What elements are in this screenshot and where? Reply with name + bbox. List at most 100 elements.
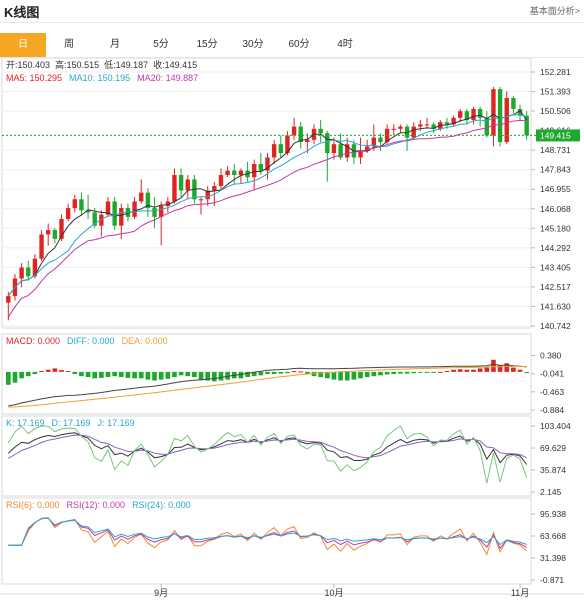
candle-body — [39, 234, 44, 259]
candle-body — [172, 175, 177, 202]
candle-body — [165, 201, 171, 206]
main-y-tick-label: 143.405 — [540, 262, 571, 272]
macd-bar — [225, 371, 230, 380]
period-tabs: 日 周 月 5分 15分 30分 60分 4时 — [0, 33, 584, 57]
candle-body — [32, 258, 38, 277]
kdj-y-tick-label: 35.874 — [540, 465, 566, 475]
candle-body — [139, 192, 144, 202]
candle-body — [112, 201, 117, 226]
candle-body — [484, 117, 489, 136]
candle-body — [391, 128, 396, 130]
tab-0[interactable]: 日 — [0, 33, 46, 57]
macd-bar — [192, 371, 197, 378]
kdj-legend: K: 17.169 D: 17.169 J: 17.169 — [6, 418, 135, 428]
candle-body — [212, 186, 217, 191]
x-tick-label: 11月 — [511, 588, 529, 598]
macd-bar — [358, 371, 363, 379]
main-y-tick-label: 146.955 — [540, 184, 571, 194]
macd-bar — [245, 371, 250, 378]
macd-bar — [424, 371, 430, 373]
last-price-label: 149.415 — [540, 130, 571, 140]
candle-body — [444, 122, 450, 125]
macd-bar — [364, 371, 370, 378]
candle-body — [338, 144, 343, 158]
candle-body — [345, 144, 350, 158]
fundamental-analysis-link[interactable]: 基本面分析> — [529, 6, 580, 16]
tab-4[interactable]: 15分 — [196, 39, 218, 50]
candle-body — [464, 111, 470, 121]
macd-bar — [138, 371, 144, 379]
header-divider — [0, 22, 584, 23]
macd-bar — [517, 369, 523, 372]
rsi-y-tick-label: -0.871 — [540, 575, 564, 585]
x-tick-label: 10月 — [324, 588, 343, 598]
macd-bar — [451, 369, 456, 372]
macd-bar — [65, 371, 71, 373]
macd-bar — [464, 369, 470, 372]
kline-chart[interactable]: 152.281151.393150.506149.616148.731147.8… — [0, 58, 584, 600]
candle-body — [424, 124, 430, 126]
tab-6[interactable]: 60分 — [288, 39, 310, 50]
ma20-line — [7, 119, 527, 318]
candle-body — [318, 128, 323, 134]
macd-bar — [92, 371, 98, 379]
macd-bar — [318, 371, 323, 378]
candle-body — [451, 117, 456, 125]
macd-y-tick-label: -0.463 — [540, 387, 564, 397]
rsi-y-tick-label: 31.398 — [540, 553, 566, 563]
macd-bar — [125, 371, 131, 378]
macd-bar — [524, 371, 530, 373]
candle-body — [524, 115, 529, 136]
candle-body — [72, 199, 77, 209]
main-y-tick-label: 142.517 — [540, 282, 571, 292]
candle-body — [46, 230, 51, 235]
main-y-tick-label: 152.281 — [540, 67, 571, 77]
candle-body — [218, 175, 224, 187]
macd-y-tick-label: -0.041 — [540, 369, 564, 379]
main-y-tick-label: 147.843 — [540, 165, 571, 175]
candle-body — [185, 179, 190, 191]
candle-body — [364, 146, 370, 151]
candle-body — [92, 212, 97, 226]
candle-body — [298, 126, 303, 143]
macd-bar — [404, 371, 410, 374]
macd-bar — [99, 371, 104, 378]
macd-bar — [112, 371, 117, 377]
candle-body — [325, 133, 330, 154]
candle-body — [178, 175, 184, 191]
tab-7[interactable]: 4时 — [337, 39, 353, 50]
candle-body — [517, 109, 523, 116]
main-y-tick-label: 145.180 — [540, 223, 571, 233]
macd-bar — [271, 371, 277, 375]
macd-bar — [311, 371, 317, 377]
macd-bar — [218, 371, 224, 381]
macd-bar — [298, 371, 304, 373]
candle-body — [418, 124, 423, 127]
macd-bar — [391, 371, 397, 375]
macd-legend: MACD: 0.000 DIFF: 0.000 DEA: 0.000 — [6, 336, 168, 346]
candle-body — [79, 199, 84, 211]
tab-5[interactable]: 30分 — [242, 39, 264, 50]
page-title: K线图 — [4, 5, 40, 20]
macd-bar — [384, 371, 390, 375]
macd-bar — [152, 371, 157, 381]
macd-bar — [118, 371, 124, 378]
tab-1[interactable]: 周 — [64, 39, 74, 50]
candle-body — [99, 214, 104, 226]
tab-2[interactable]: 月 — [110, 39, 120, 50]
macd-bar — [251, 371, 257, 377]
tab-3[interactable]: 5分 — [153, 39, 169, 50]
k-line — [7, 432, 528, 465]
macd-y-tick-label: -0.884 — [540, 405, 564, 415]
candle-body — [265, 157, 270, 171]
main-y-tick-label: 148.731 — [540, 145, 571, 155]
macd-bar — [484, 367, 490, 372]
candle-body — [238, 170, 244, 176]
ma5-line — [7, 110, 528, 297]
macd-bar — [59, 370, 64, 372]
candle-body — [158, 205, 164, 217]
candle-body — [65, 208, 71, 220]
macd-bar — [45, 369, 51, 372]
macd-bar — [444, 371, 450, 373]
candle-body — [458, 111, 463, 118]
